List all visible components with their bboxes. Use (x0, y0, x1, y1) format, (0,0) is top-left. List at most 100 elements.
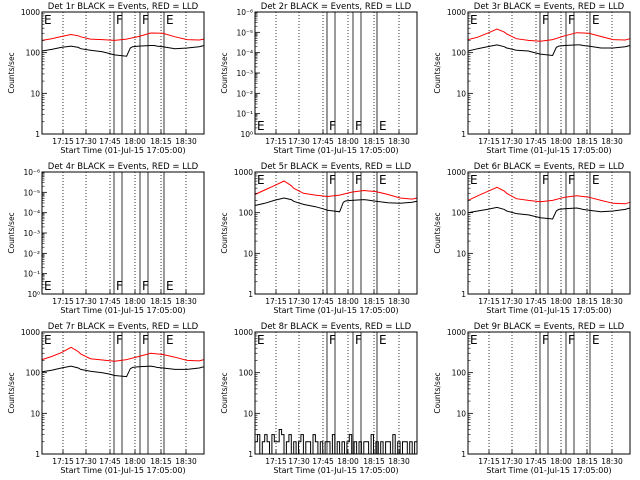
y-tick-label: 10 (456, 249, 466, 258)
segment-marker: F (329, 119, 336, 133)
y-tick-label: 10⁻¹ (23, 270, 40, 279)
segment-marker: E (379, 119, 387, 133)
x-tick-label: 18:30 (601, 137, 623, 146)
x-tick-label: 18:30 (175, 137, 197, 146)
lld-series-line (467, 186, 631, 205)
x-tick-label: 18:00 (337, 297, 359, 306)
segment-marker: F (542, 13, 549, 27)
segment-marker: E (166, 279, 174, 293)
x-tick-label: 18:15 (576, 297, 598, 306)
y-tick-label: 1000 (21, 8, 40, 17)
segment-marker: E (166, 333, 174, 347)
x-tick-label: 17:30 (288, 297, 310, 306)
y-tick-label: 1000 (21, 328, 40, 337)
x-tick-label: 18:15 (150, 457, 172, 466)
x-axis-label: Start Time (01-Jul-15 17:05:00) (486, 466, 611, 475)
y-tick-label: 10⁻² (23, 249, 40, 258)
plot-frame (467, 11, 631, 135)
x-tick-label: 17:15 (265, 297, 287, 306)
panel-title: Det 6r BLACK = Events, RED = LLD (474, 162, 625, 172)
segment-marker: E (592, 13, 600, 27)
y-tick-label: 100 (26, 49, 41, 58)
segment-marker: E (470, 173, 478, 187)
y-tick-label: 1 (248, 290, 253, 299)
y-tick-label: 100 (26, 369, 41, 378)
y-tick-label: 100 (452, 369, 467, 378)
x-tick-label: 17:30 (75, 457, 97, 466)
y-axis-label: Counts/sec (220, 52, 229, 93)
y-tick-label: 10 (243, 249, 253, 258)
segment-marker: F (568, 173, 575, 187)
y-tick-label: 10 (456, 409, 466, 418)
x-tick-label: 17:45 (525, 297, 547, 306)
x-tick-label: 17:15 (265, 137, 287, 146)
segment-marker: F (568, 13, 575, 27)
y-tick-label: 10⁻¹ (236, 110, 253, 119)
x-tick-label: 17:30 (75, 137, 97, 146)
segment-marker: F (142, 13, 149, 27)
y-tick-label: 10 (456, 89, 466, 98)
x-tick-label: 17:45 (525, 457, 547, 466)
x-tick-label: 18:30 (175, 297, 197, 306)
y-tick-label: 10 (243, 409, 253, 418)
x-tick-label: 18:30 (175, 457, 197, 466)
plot-frame (467, 331, 631, 455)
x-tick-label: 18:30 (388, 137, 410, 146)
y-tick-label: 10⁻⁵ (236, 28, 253, 37)
detector-panel-4: Det 4r BLACK = Events, RED = LLD E F F E 10⁰ 1… (7, 162, 205, 315)
events-series-line (467, 206, 631, 220)
segment-marker: F (329, 333, 336, 347)
y-axis-label: Counts/sec (7, 52, 16, 93)
events-series-line (255, 429, 418, 455)
segment-marker: F (542, 333, 549, 347)
panel-title: Det 9r BLACK = Events, RED = LLD (474, 322, 625, 332)
y-tick-label: 10⁻⁵ (23, 188, 40, 197)
y-tick-label: 10 (30, 89, 40, 98)
y-tick-label: 10⁰ (27, 290, 40, 299)
x-axis-label: Start Time (01-Jul-15 17:05:00) (273, 466, 398, 475)
segment-marker: E (470, 333, 478, 347)
segment-marker: E (257, 173, 265, 187)
panel-title: Det 2r BLACK = Events, RED = LLD (261, 2, 412, 12)
x-tick-label: 17:45 (99, 457, 121, 466)
segment-marker: E (44, 279, 52, 293)
y-tick-label: 100 (452, 49, 467, 58)
y-tick-label: 1 (461, 450, 466, 459)
x-tick-label: 18:30 (388, 457, 410, 466)
x-tick-label: 18:15 (363, 457, 385, 466)
lld-series-line (41, 32, 205, 41)
y-axis-label: Counts/sec (433, 52, 442, 93)
plot-frame (254, 171, 418, 295)
lld-series-line (41, 346, 205, 362)
x-axis-label: Start Time (01-Jul-15 17:05:00) (60, 466, 185, 475)
segment-marker: F (116, 333, 123, 347)
y-tick-label: 100 (239, 209, 254, 218)
x-tick-label: 17:15 (478, 297, 500, 306)
x-tick-label: 17:45 (312, 297, 334, 306)
y-tick-label: 1 (35, 450, 40, 459)
panel-title: Det 7r BLACK = Events, RED = LLD (48, 322, 199, 332)
x-tick-label: 18:00 (337, 137, 359, 146)
y-axis-label: Counts/sec (220, 212, 229, 253)
segment-marker: E (166, 13, 174, 27)
y-tick-label: 1 (461, 130, 466, 139)
y-tick-label: 10⁻⁴ (23, 209, 40, 218)
x-tick-label: 17:15 (52, 137, 74, 146)
x-tick-label: 18:15 (150, 297, 172, 306)
x-tick-label: 17:15 (52, 297, 74, 306)
panel-title: Det 3r BLACK = Events, RED = LLD (474, 2, 625, 12)
x-tick-label: 18:15 (363, 297, 385, 306)
segment-marker: E (470, 13, 478, 27)
x-tick-label: 18:00 (124, 457, 146, 466)
x-tick-label: 17:45 (312, 457, 334, 466)
plot-frame (41, 11, 205, 135)
y-axis-label: Counts/sec (433, 372, 442, 413)
y-tick-label: 10⁻⁶ (236, 8, 253, 17)
y-tick-label: 10⁻³ (23, 229, 40, 238)
